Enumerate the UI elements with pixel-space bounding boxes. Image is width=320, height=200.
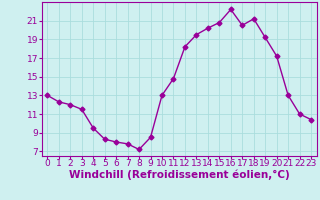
X-axis label: Windchill (Refroidissement éolien,°C): Windchill (Refroidissement éolien,°C)	[69, 170, 290, 180]
